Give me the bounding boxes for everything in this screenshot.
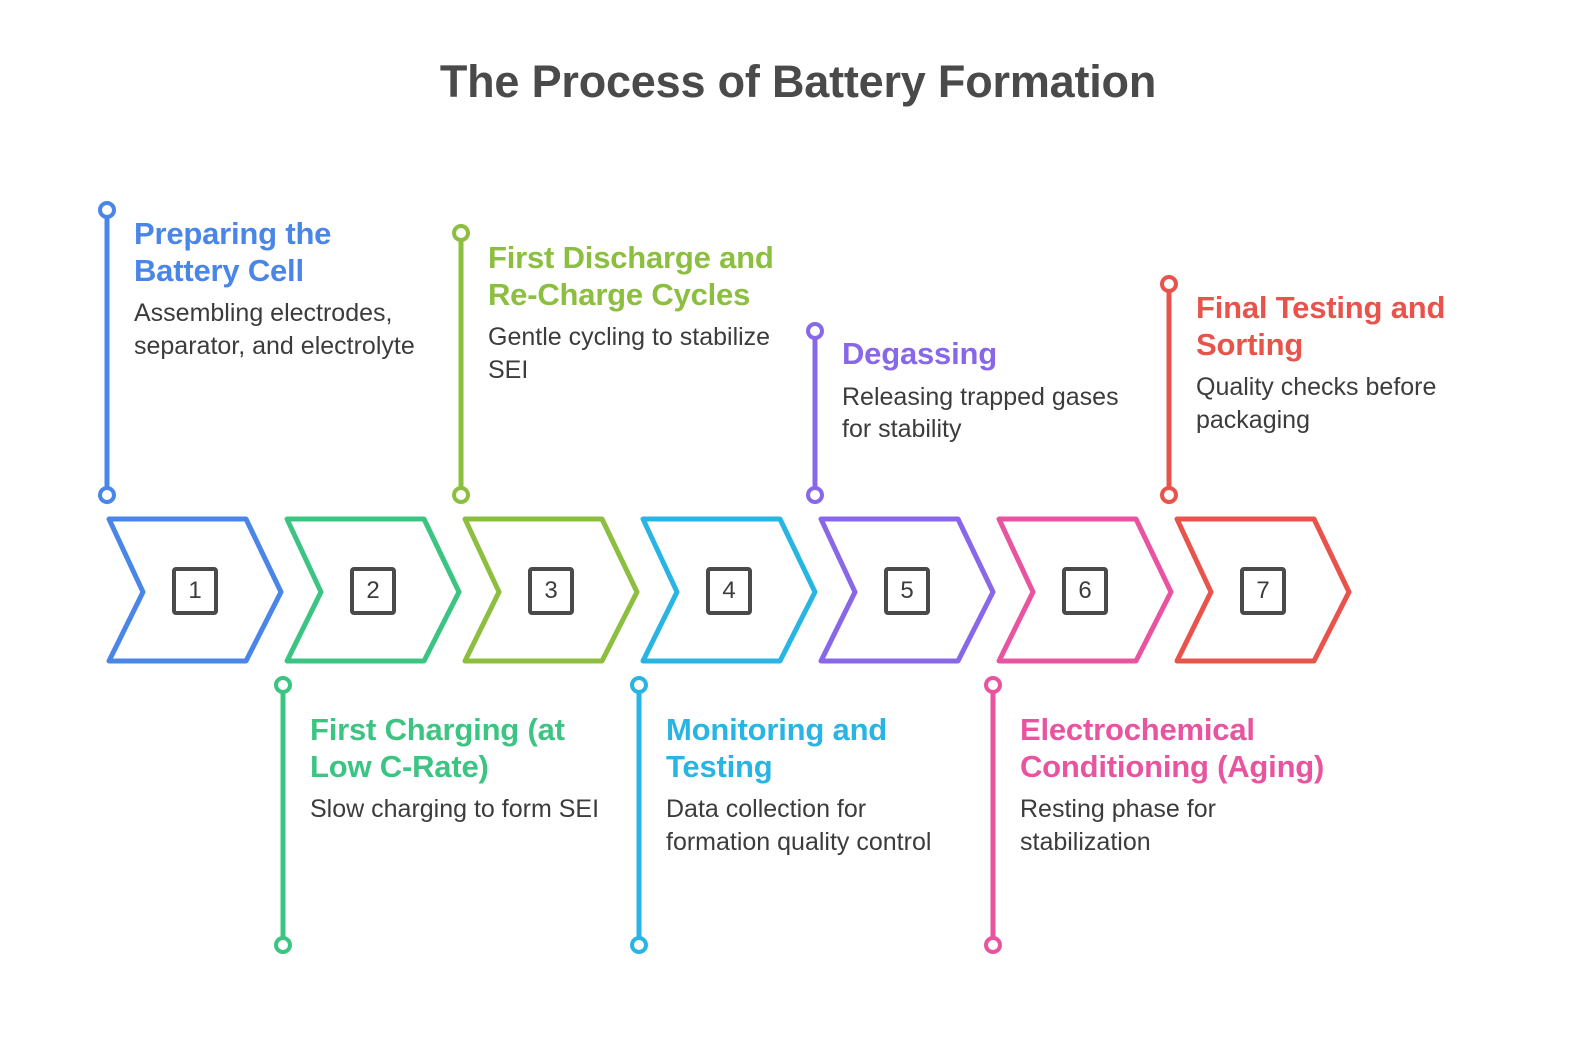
- step-number-3[interactable]: 3: [528, 567, 574, 615]
- step-number-4[interactable]: 4: [706, 567, 752, 615]
- connector-line-7: [1160, 275, 1178, 504]
- step-heading-7: Final Testing and Sorting: [1196, 290, 1446, 362]
- connector-line-5: [806, 322, 824, 504]
- step-text-5: Degassing Releasing trapped gases for st…: [842, 336, 1132, 446]
- step-description-3: Gentle cycling to stabilize SEI: [488, 323, 771, 384]
- step-description-2: Slow charging to form SEI: [310, 795, 600, 824]
- step-description-6: Resting phase for stabilization: [1020, 795, 1216, 856]
- step-number-2[interactable]: 2: [350, 567, 396, 615]
- step-text-2: First Charging (at Low C-Rate) Slow char…: [310, 712, 600, 826]
- connector-line-2: [274, 676, 292, 954]
- step-heading-4: Monitoring and Testing: [666, 712, 888, 784]
- step-number-1[interactable]: 1: [172, 567, 218, 615]
- step-number-5[interactable]: 5: [884, 567, 930, 615]
- step-description-1: Assembling electrodes, separator, and el…: [134, 299, 415, 360]
- step-heading-3: First Discharge and Re-Charge Cycles: [488, 240, 774, 312]
- connector-line-3: [452, 224, 470, 504]
- step-description-4: Data collection for formation quality co…: [666, 795, 932, 856]
- connector-line-4: [630, 676, 648, 954]
- step-text-7: Final Testing and Sorting Quality checks…: [1196, 290, 1478, 436]
- step-heading-6: Electrochemical Conditioning (Aging): [1020, 712, 1325, 784]
- connector-line-6: [984, 676, 1002, 954]
- step-description-5: Releasing trapped gases for stability: [842, 382, 1119, 444]
- step-heading-5: Degassing: [842, 336, 997, 371]
- step-text-3: First Discharge and Re-Charge Cycles Gen…: [488, 240, 788, 386]
- step-text-6: Electrochemical Conditioning (Aging) Res…: [1020, 712, 1350, 858]
- step-number-6[interactable]: 6: [1062, 567, 1108, 615]
- step-heading-2: First Charging (at Low C-Rate): [310, 712, 565, 784]
- page-title: The Process of Battery Formation: [439, 56, 1157, 107]
- step-description-7: Quality checks before packaging: [1196, 373, 1437, 434]
- connector-line-1: [98, 201, 116, 504]
- step-heading-1: Preparing the Battery Cell: [134, 216, 332, 288]
- step-text-1: Preparing the Battery Cell Assembling el…: [134, 216, 424, 362]
- step-number-7[interactable]: 7: [1240, 567, 1286, 615]
- step-text-4: Monitoring and Testing Data collection f…: [666, 712, 966, 858]
